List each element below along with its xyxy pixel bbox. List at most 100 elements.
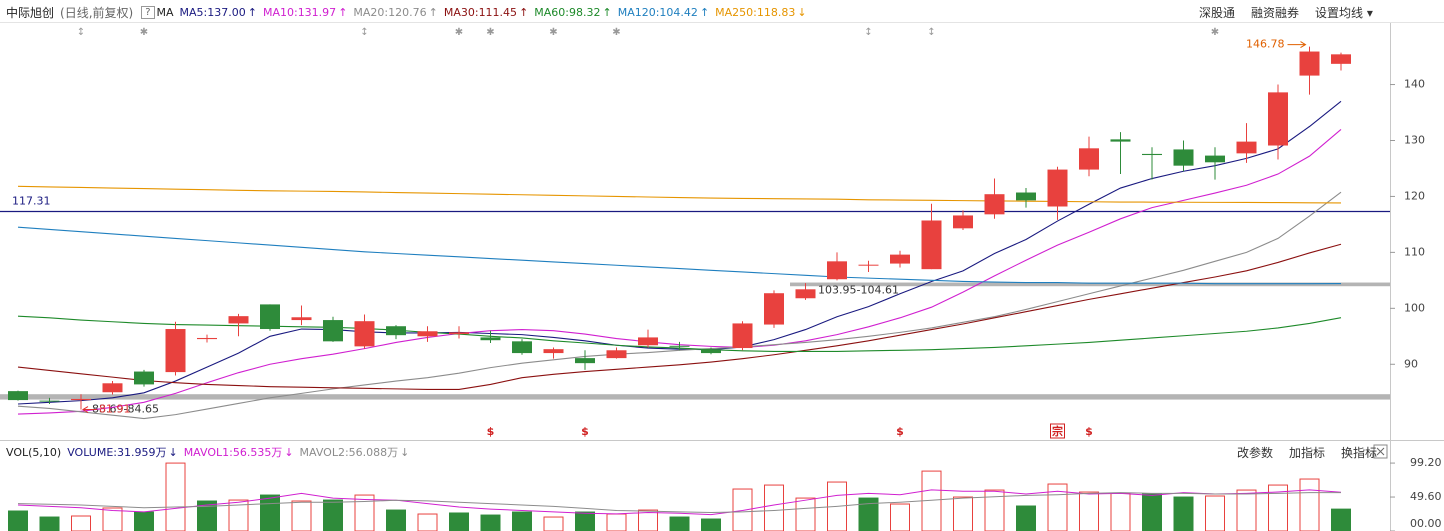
volume-bar [354, 494, 375, 531]
header-row: 中际旭创 (日线,前复权) ? MA MA5:137.00 ↑ MA10:131.9… [6, 1, 813, 23]
marker-box [1050, 423, 1065, 439]
price-level-label: 117.31 [12, 194, 51, 207]
candle-body [1079, 148, 1099, 170]
volume-bar [1299, 478, 1320, 531]
volume-bar [1331, 508, 1351, 531]
ma-label: MA [156, 5, 174, 19]
min-label: 81.91 [99, 403, 131, 416]
ma-legend: MA120:104.42 [617, 5, 698, 19]
period: (日线,前复权) [60, 5, 134, 20]
ma-legend: MA250:118.83 [715, 5, 796, 19]
candle-body [921, 220, 942, 270]
volume-bar [795, 497, 816, 531]
mavol-line [17, 492, 1342, 514]
candle-body [543, 349, 564, 354]
volume-legend: MAVOL2:56.088万 [299, 446, 399, 459]
y-tick-label: 100 [1404, 301, 1425, 314]
volume-bar [8, 510, 28, 531]
candle-body [795, 289, 816, 299]
top-marker: ↕ [864, 27, 872, 38]
volume-bar [1142, 493, 1162, 531]
candle-body [1173, 149, 1194, 166]
candle-body [606, 350, 627, 359]
top-marker: ↕ [360, 27, 368, 38]
volume-bar [701, 518, 721, 531]
ma-trend: ↓ [797, 5, 807, 19]
candle-body [1268, 92, 1288, 146]
y-tick-label: 99.20 [1410, 456, 1442, 469]
candle-body [197, 337, 217, 340]
volume-bar [606, 513, 627, 531]
candle-body [953, 215, 973, 229]
ma-trend: ↑ [247, 5, 257, 19]
volume-bar [953, 496, 973, 531]
volume-bar [890, 503, 910, 531]
candle-body [638, 337, 658, 346]
candle-body [8, 391, 28, 401]
volume-title: VOL(5,10) [6, 445, 62, 459]
ma-line [17, 129, 1342, 415]
volume-bar [858, 497, 879, 531]
candle-body [827, 261, 847, 280]
ma-line [17, 185, 1342, 204]
y-tick-label: 140 [1404, 78, 1425, 91]
volume-trend: ↓ [168, 445, 178, 459]
volume-trend: ↓ [284, 445, 294, 459]
candle-body [1110, 139, 1131, 142]
top-marker: ✱ [1211, 27, 1219, 38]
max-arrow [1287, 41, 1307, 49]
candle-body [732, 323, 753, 349]
candle-body [890, 254, 910, 264]
candle-body [354, 321, 375, 347]
top-marker: ✱ [486, 27, 494, 38]
top-tool[interactable]: 深股通 [1199, 6, 1236, 20]
band-label: 83.69-84.65 [92, 403, 159, 416]
volume-bar [102, 507, 123, 531]
volume-bar [386, 509, 406, 531]
candle-body [858, 264, 879, 266]
volume-tool[interactable]: 换指标 [1341, 446, 1378, 460]
min-arrow [82, 406, 97, 413]
ma-trend: ↑ [519, 5, 529, 19]
volume-bar [71, 515, 91, 531]
top-tool[interactable]: 融资融券 [1251, 6, 1300, 20]
volume-bar [291, 500, 312, 531]
ma-trend: ↑ [602, 5, 612, 19]
volume-bar [764, 484, 784, 531]
volume-tool[interactable]: 改参数 [1237, 446, 1274, 460]
volume-bar [39, 516, 60, 531]
volume-bar [1047, 483, 1068, 531]
volume-bar [480, 514, 501, 531]
top-marker: ✱ [549, 27, 557, 38]
ma-line [17, 100, 1342, 405]
volume-trend: ↓ [400, 445, 410, 459]
y-tick-label: 130 [1404, 133, 1425, 146]
ma-legend: MA60:98.32 [534, 5, 601, 19]
price-band [0, 394, 1390, 400]
volume-bar [1236, 489, 1257, 531]
candle-body [764, 293, 784, 325]
ma-line [17, 243, 1342, 390]
top-marker: ✱ [612, 27, 620, 38]
volume-bar [417, 513, 438, 531]
volume-tool[interactable]: 加指标 [1289, 446, 1326, 460]
candle-body [701, 349, 721, 354]
volume-header: VOL(5,10) VOLUME:31.959万 ↓ MAVOL1:56.535万 ↓… [6, 441, 415, 463]
volume-bar [1205, 495, 1225, 531]
volume-legend: MAVOL1:56.535万 [183, 446, 283, 459]
candle-body [449, 332, 469, 335]
help[interactable]: ? [141, 5, 155, 19]
mavol-line [17, 489, 1342, 516]
close-icon [1376, 447, 1385, 456]
candle-body [102, 383, 123, 393]
candle-body [1205, 155, 1225, 163]
top-tool[interactable]: 设置均线 ▾ [1315, 6, 1373, 20]
top-marker: ↕ [77, 27, 85, 38]
candle-body [71, 398, 91, 401]
close-indicator[interactable] [1373, 444, 1388, 459]
bottom-marker: $ [896, 425, 904, 438]
candle-body [291, 317, 312, 321]
stock-name: 中际旭创 [6, 5, 55, 20]
